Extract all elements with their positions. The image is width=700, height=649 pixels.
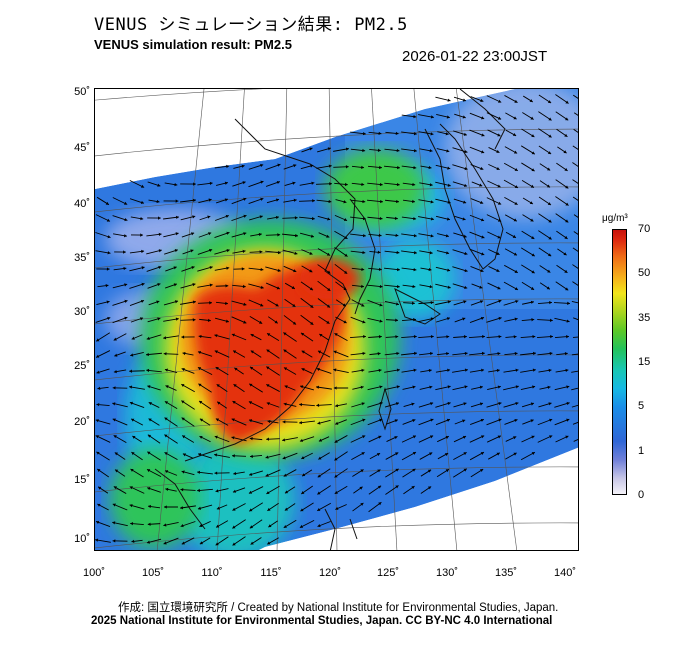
lon-tick: 105˚ — [141, 567, 165, 579]
lon-tick: 140˚ — [553, 567, 577, 579]
colorbar-label: 5 — [638, 400, 645, 412]
credit-line: 作成: 国立環境研究所 / Created by National Instit… — [118, 602, 559, 614]
lat-tick: 35˚ — [74, 252, 90, 264]
lon-tick: 130˚ — [435, 567, 459, 579]
lat-tick: 50˚ — [74, 86, 90, 98]
colorbar-label: 1 — [638, 445, 645, 457]
map-canvas — [95, 89, 578, 550]
wind-vectors — [95, 94, 578, 546]
colorbar-unit: μg/m³ — [602, 213, 628, 224]
lat-tick: 30˚ — [74, 306, 90, 318]
colorbar-label: 35 — [638, 312, 651, 324]
lon-tick: 115˚ — [260, 567, 282, 579]
lon-tick: 120˚ — [318, 567, 342, 579]
lat-tick: 20˚ — [74, 416, 90, 428]
lat-tick: 45˚ — [74, 142, 90, 154]
colorbar-label: 0 — [638, 489, 645, 501]
colorbar-label: 50 — [638, 267, 651, 279]
colorbar — [612, 229, 627, 495]
map-panel[interactable] — [94, 88, 579, 551]
lon-tick: 125˚ — [376, 567, 400, 579]
lat-tick: 25˚ — [74, 360, 90, 372]
colorbar-label: 70 — [638, 223, 651, 235]
lat-tick: 40˚ — [74, 198, 90, 210]
lat-tick: 10˚ — [74, 533, 90, 545]
timestamp: 2026-01-22 23:00JST — [402, 48, 548, 65]
copyright-line: 2025 National Institute for Environmenta… — [91, 615, 553, 627]
lon-tick: 100˚ — [82, 567, 106, 579]
graticule — [95, 89, 578, 550]
lon-tick: 135˚ — [494, 567, 518, 579]
lon-tick: 110˚ — [201, 567, 223, 579]
title-en: VENUS simulation result: PM2.5 — [94, 37, 292, 52]
title-jp: VENUS シミュレーション結果: PM2.5 — [94, 15, 408, 35]
lat-tick: 15˚ — [74, 474, 90, 486]
colorbar-label: 15 — [638, 356, 651, 368]
